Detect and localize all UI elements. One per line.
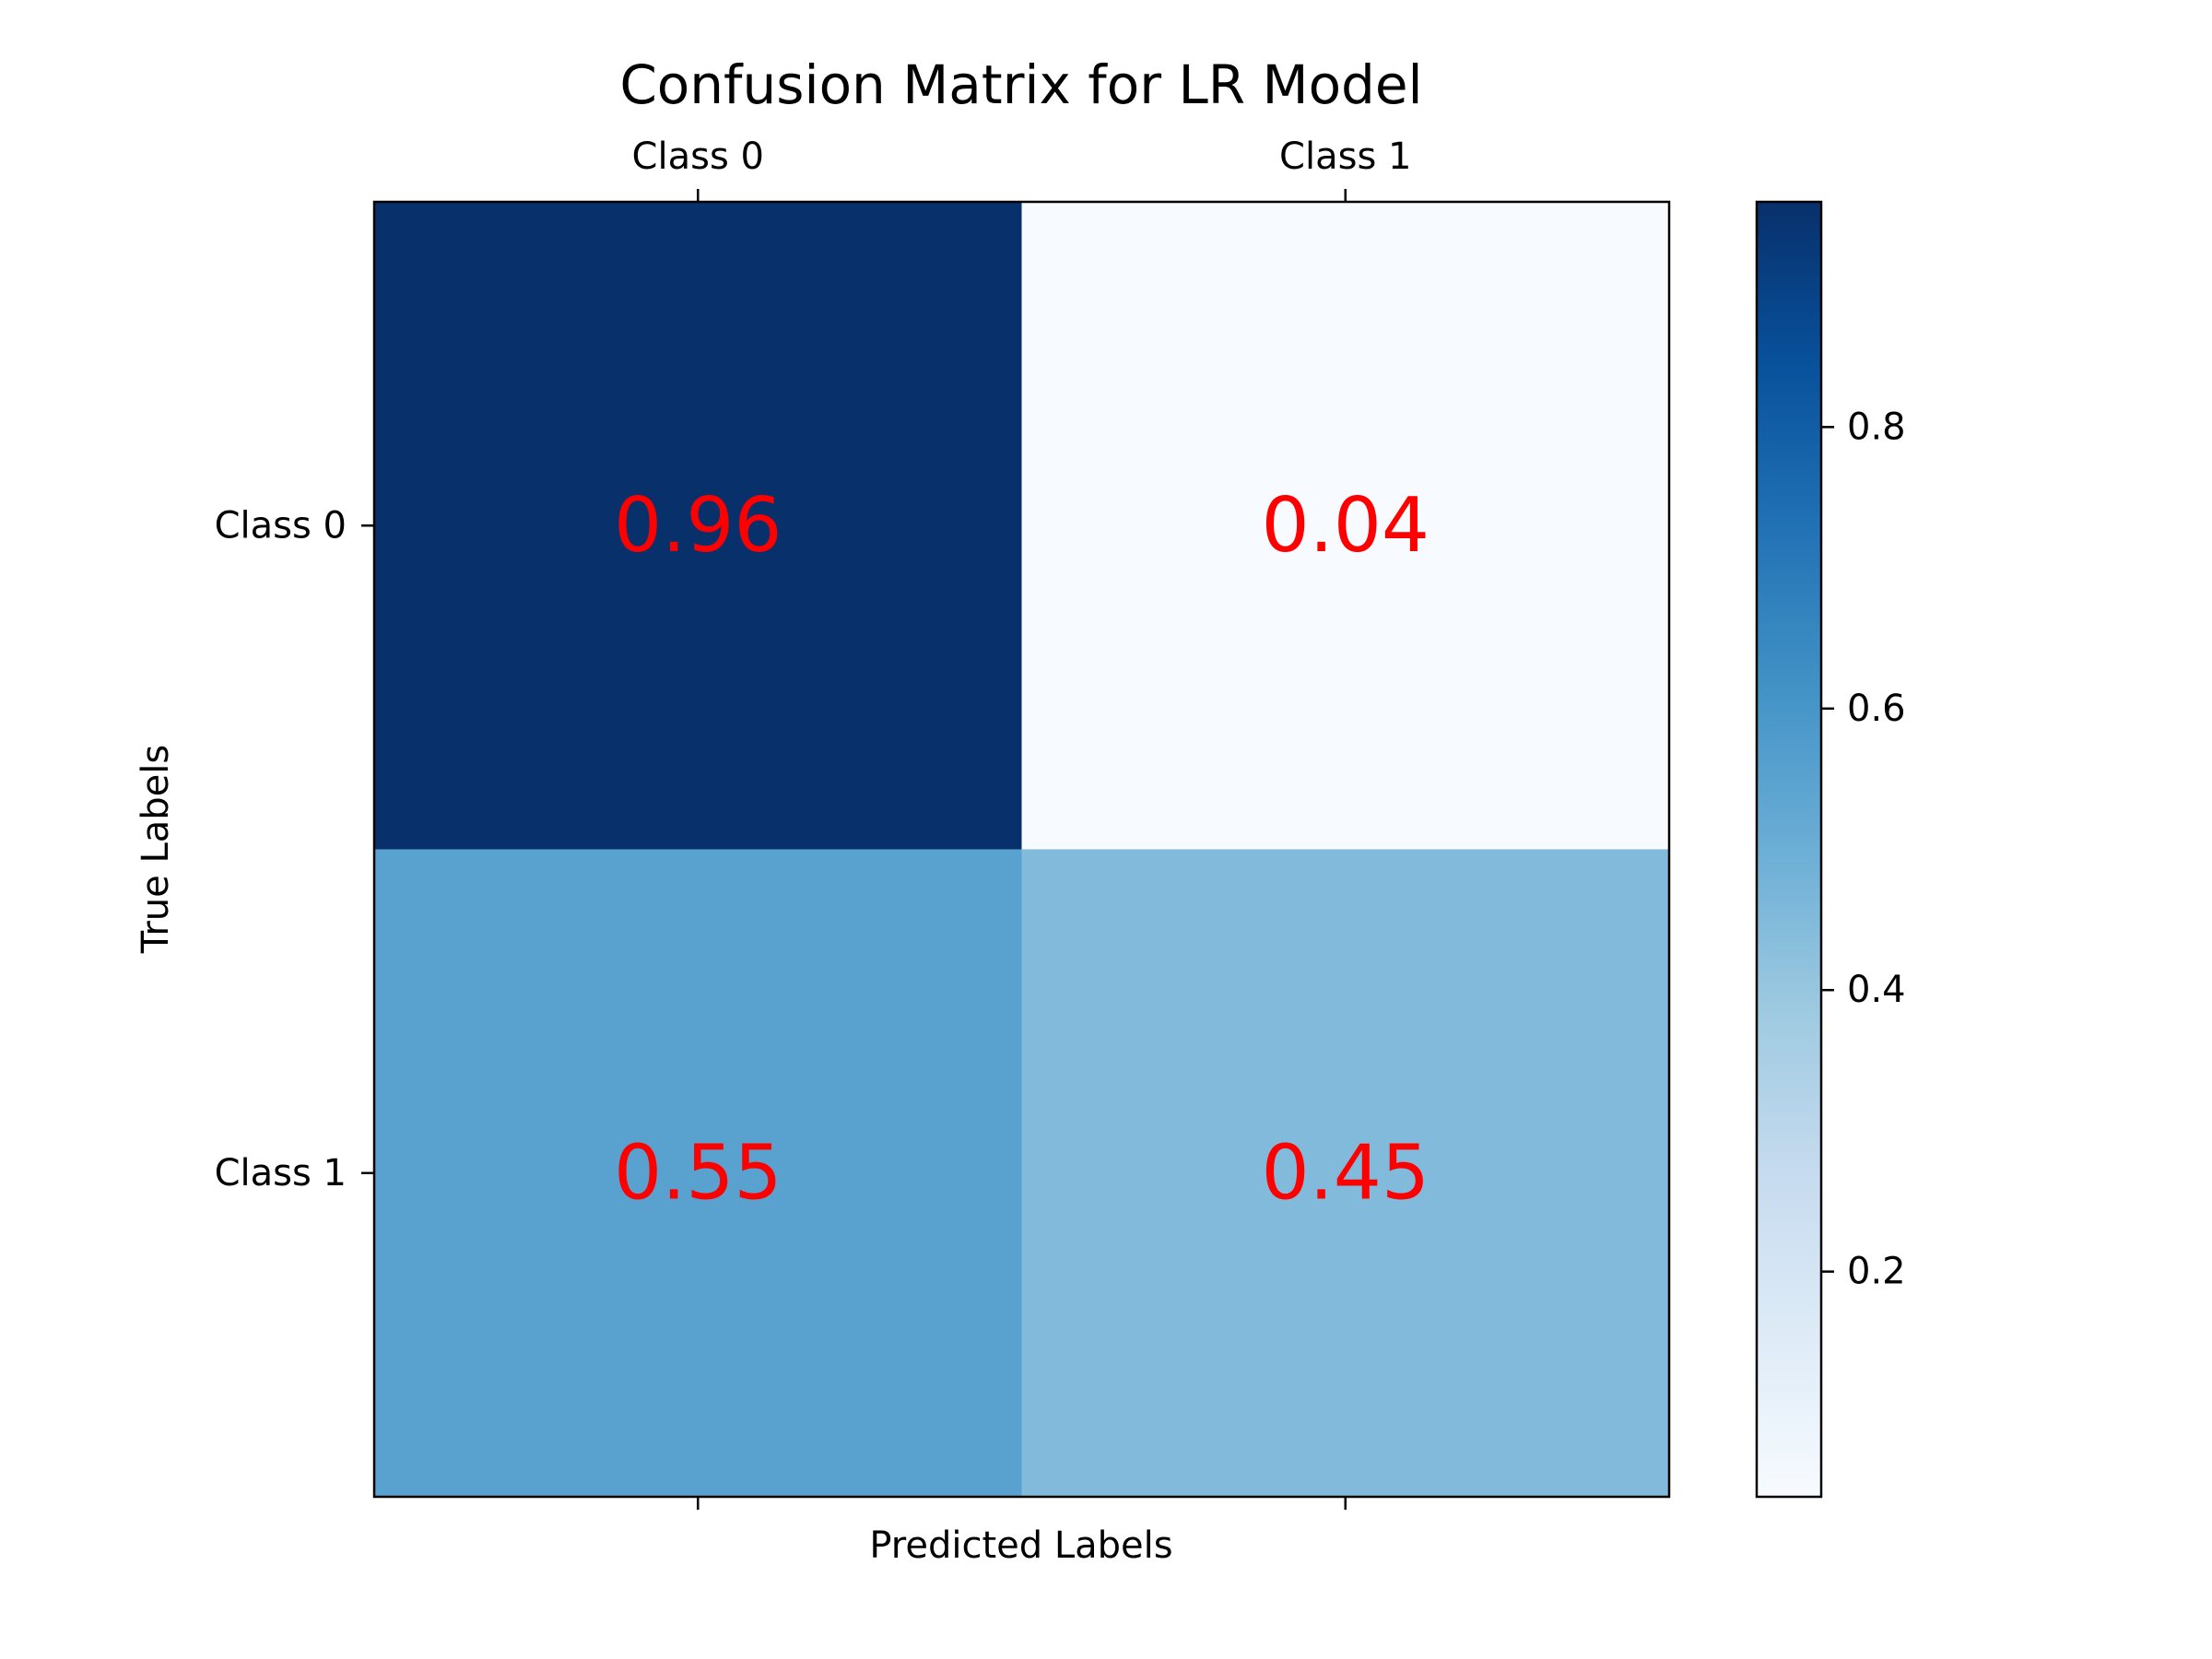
colorbar <box>1755 200 1823 1499</box>
heatmap-cells <box>374 202 1670 1498</box>
x-axis-label: Predicted Labels <box>869 1524 1172 1567</box>
y-axis-label: True Labels <box>135 745 177 954</box>
colorbar-ticks: 0.2 0.4 0.6 0.8 <box>1821 406 1906 1293</box>
y-axis-ticks: Class 0 Class 1 <box>215 504 374 1194</box>
x-tick-label: Class 1 <box>1279 135 1411 178</box>
x-tick-label: Class 0 <box>632 135 764 178</box>
colorbar-tick-label: 0.8 <box>1847 406 1906 448</box>
colorbar-tick-label: 0.6 <box>1847 688 1906 730</box>
chart-title: Confusion Matrix for LR Model <box>619 53 1422 116</box>
colorbar-tick-label: 0.4 <box>1847 969 1906 1011</box>
heatmap-cell <box>1021 202 1670 850</box>
heatmap-value-labels: 0.96 0.04 0.55 0.45 <box>614 482 1430 1218</box>
cell-value-label: 0.04 <box>1261 482 1430 570</box>
x-axis-ticks: Class 0 Class 1 <box>632 135 1411 1510</box>
heatmap-cell <box>374 849 1022 1498</box>
colorbar-tick-label: 0.2 <box>1847 1251 1906 1293</box>
y-tick-label: Class 0 <box>215 504 347 547</box>
heatmap-cell <box>1021 849 1670 1498</box>
cell-value-label: 0.45 <box>1261 1129 1430 1217</box>
heatmap-cell <box>374 202 1022 850</box>
plot-frame <box>372 200 1671 1499</box>
cell-value-label: 0.55 <box>614 1129 782 1217</box>
y-tick-label: Class 1 <box>215 1152 347 1194</box>
cell-value-label: 0.96 <box>614 482 782 570</box>
